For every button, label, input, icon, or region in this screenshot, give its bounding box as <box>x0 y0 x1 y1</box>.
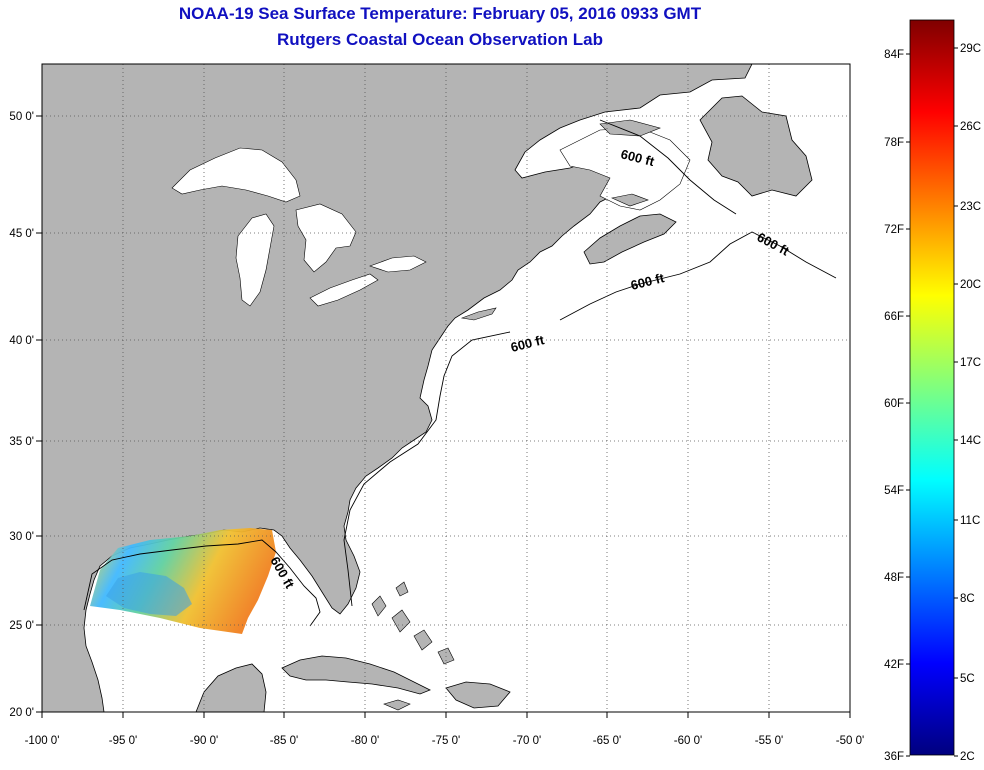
land-pei <box>611 193 649 207</box>
lon-tick-label: -50 0' <box>836 735 864 747</box>
longitude-axis: -100 0' -95 0' -90 0' -85 0' -80 0' -75 0' -70… <box>25 712 864 747</box>
colorbar-f-label: 66F <box>884 311 904 323</box>
colorbar-f-label: 48F <box>884 572 904 584</box>
colorbar-f-label: 78F <box>884 137 904 149</box>
colorbar-c-label: 2C <box>960 751 975 763</box>
colorbar-f-label: 60F <box>884 398 904 410</box>
lat-tick-label: 40 0' <box>9 335 34 347</box>
colorbar-f-label: 72F <box>884 224 904 236</box>
colorbar-c-label: 5C <box>960 673 975 685</box>
lon-tick-label: -85 0' <box>270 735 298 747</box>
map-title: NOAA-19 Sea Surface Temperature: Februar… <box>178 4 702 23</box>
colorbar-c-label: 26C <box>960 121 981 133</box>
colorbar-c-label: 20C <box>960 279 981 291</box>
land-jamaica <box>383 699 411 711</box>
lat-tick-label: 30 0' <box>9 531 34 543</box>
land-nova-scotia <box>583 213 677 265</box>
lon-tick-label: -70 0' <box>513 735 541 747</box>
colorbar-c-label: 8C <box>960 593 975 605</box>
lake-michigan <box>235 213 275 307</box>
colorbar-celsius-labels: 29C 26C 23C 20C 17C 14C 11C 8C 5C 2C <box>954 43 981 763</box>
sst-swath-cold-patch <box>106 572 192 616</box>
lake-ontario <box>369 255 427 273</box>
graticule <box>42 64 850 712</box>
lon-tick-label: -90 0' <box>190 735 218 747</box>
lon-tick-label: -95 0' <box>109 735 137 747</box>
lake-huron <box>295 203 357 273</box>
colorbar-c-label: 23C <box>960 201 981 213</box>
lon-tick-label: -60 0' <box>674 735 702 747</box>
colorbar-f-label: 42F <box>884 659 904 671</box>
colorbar-c-label: 11C <box>960 515 980 527</box>
lat-tick-label: 25 0' <box>9 620 34 632</box>
lon-tick-label: -75 0' <box>432 735 460 747</box>
land-yucatan <box>195 663 267 713</box>
colorbar-c-label: 14C <box>960 435 981 447</box>
lat-tick-label: 35 0' <box>9 436 34 448</box>
lon-tick-label: -55 0' <box>755 735 783 747</box>
lon-tick-label: -80 0' <box>351 735 379 747</box>
colorbar-f-label: 36F <box>884 751 904 763</box>
lake-erie <box>309 273 379 307</box>
land-anticosti <box>599 119 661 137</box>
lon-tick-label: -100 0' <box>25 735 60 747</box>
lat-tick-label: 50 0' <box>9 111 34 123</box>
land-long-island <box>460 307 497 321</box>
latitude-axis: 50 0' 45 0' 40 0' 35 0' 30 0' 25 0' 20 0' <box>9 111 42 719</box>
colorbar-c-label: 29C <box>960 43 981 55</box>
land-newfoundland <box>699 95 813 197</box>
lat-tick-label: 20 0' <box>9 707 34 719</box>
land-hispaniola <box>445 681 511 709</box>
lon-tick-label: -65 0' <box>593 735 621 747</box>
colorbar <box>909 19 955 756</box>
lat-tick-label: 45 0' <box>9 228 34 240</box>
map-subtitle: Rutgers Coastal Ocean Observation Lab <box>277 30 603 49</box>
colorbar-f-label: 84F <box>884 49 904 61</box>
colorbar-c-label: 17C <box>960 357 981 369</box>
land-cuba <box>281 655 431 695</box>
colorbar-f-label: 54F <box>884 485 904 497</box>
colorbar-fahrenheit-labels: 84F 78F 72F 66F 60F 54F 48F 42F 36F <box>884 49 910 763</box>
